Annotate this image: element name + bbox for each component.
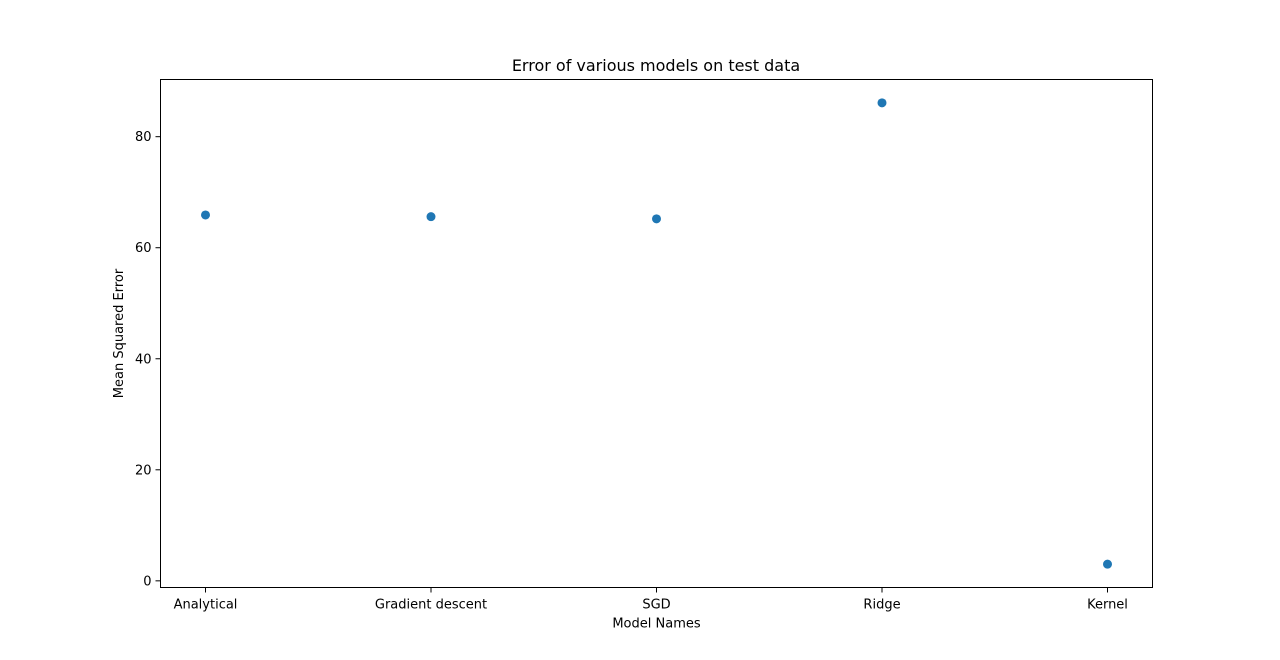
- x-axis: Analytical Gradient descent SGD Ridge Kernel: [174, 587, 1128, 613]
- y-axis-label: Mean Squared Error: [112, 268, 127, 398]
- y-tick-label: 20: [135, 463, 152, 478]
- y-tick-label: 40: [135, 352, 152, 367]
- x-tick-label: Analytical: [174, 598, 238, 613]
- x-tick-label: Ridge: [863, 598, 900, 613]
- y-axis: 0 20 40 60 80: [135, 130, 161, 589]
- x-tick-label: Kernel: [1087, 598, 1128, 613]
- x-axis-label: Model Names: [612, 617, 701, 632]
- y-tick-label: 0: [143, 574, 151, 589]
- x-tick-label: SGD: [642, 598, 670, 613]
- data-point: [201, 210, 210, 220]
- y-tick-label: 60: [135, 241, 152, 256]
- plot-area-frame: [160, 79, 1153, 588]
- x-tick-label: Gradient descent: [375, 598, 487, 613]
- data-point: [652, 214, 661, 224]
- y-tick-label: 80: [135, 130, 152, 145]
- chart-title: Error of various models on test data: [512, 56, 800, 75]
- data-points: [201, 98, 1112, 569]
- data-point: [426, 212, 436, 222]
- data-point: [877, 98, 887, 108]
- data-point: [1103, 559, 1112, 569]
